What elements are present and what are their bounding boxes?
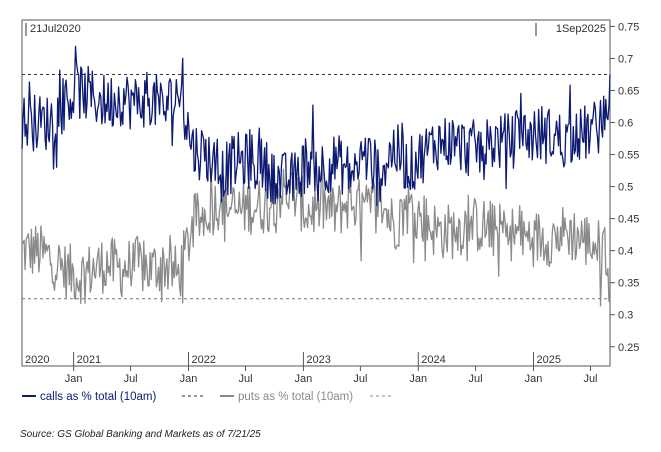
year-label: 2023 [306, 354, 330, 366]
x-axis: Jan Jul Jan Jul Jan Jul Jan Jul Jan Jul 2020 2021 20… [21, 352, 598, 385]
x-tick-label: Jan [295, 373, 313, 385]
x-tick-label: Jul [124, 373, 138, 385]
end-date-label: 1Sep2025 [556, 23, 606, 35]
year-label: 2020 [25, 354, 49, 366]
date-range-labels: 21Jul2020 1Sep2025 [25, 23, 606, 36]
legend-calls-label: calls as % total (10am) [40, 391, 156, 403]
y-tick-label: 0.65 [618, 85, 639, 97]
year-label: 2022 [192, 354, 216, 366]
series-line-calls [21, 45, 611, 207]
year-label: 2025 [537, 354, 561, 366]
y-tick-label: 0.7 [618, 53, 633, 65]
x-tick-label: Jul [353, 373, 367, 385]
legend: calls as % total (10am) puts as % total … [22, 391, 392, 403]
y-tick-label: 0.5 [618, 182, 633, 194]
y-axis: 0.25 0.3 0.35 0.4 0.45 0.5 0.55 0.6 0.65 0.7 0.75 [610, 21, 639, 354]
reference-lines [22, 73, 610, 300]
x-tick-label: Jul [583, 373, 597, 385]
y-tick-label: 0.25 [618, 342, 639, 354]
year-label: 2024 [421, 354, 445, 366]
x-tick-label: Jan [525, 373, 543, 385]
start-date-label: 21Jul2020 [30, 23, 81, 35]
y-tick-label: 0.3 [618, 310, 633, 322]
y-tick-label: 0.35 [618, 278, 639, 290]
y-tick-label: 0.55 [618, 150, 639, 162]
y-tick-label: 0.45 [618, 214, 639, 226]
source-note: Source: GS Global Banking and Markets as… [20, 429, 261, 440]
x-tick-label: Jan [180, 373, 198, 385]
series-line-puts [21, 145, 611, 307]
legend-puts-label: puts as % total (10am) [238, 391, 353, 403]
x-tick-label: Jan [65, 373, 83, 385]
y-tick-label: 0.4 [618, 246, 633, 258]
year-label: 2021 [77, 354, 101, 366]
series-layer [21, 45, 611, 307]
y-tick-label: 0.75 [618, 21, 639, 33]
plot-frame [21, 19, 611, 367]
x-tick-label: Jan [409, 373, 427, 385]
x-tick-label: Jul [238, 373, 252, 385]
x-tick-label: Jul [469, 373, 483, 385]
y-tick-label: 0.6 [618, 118, 633, 130]
